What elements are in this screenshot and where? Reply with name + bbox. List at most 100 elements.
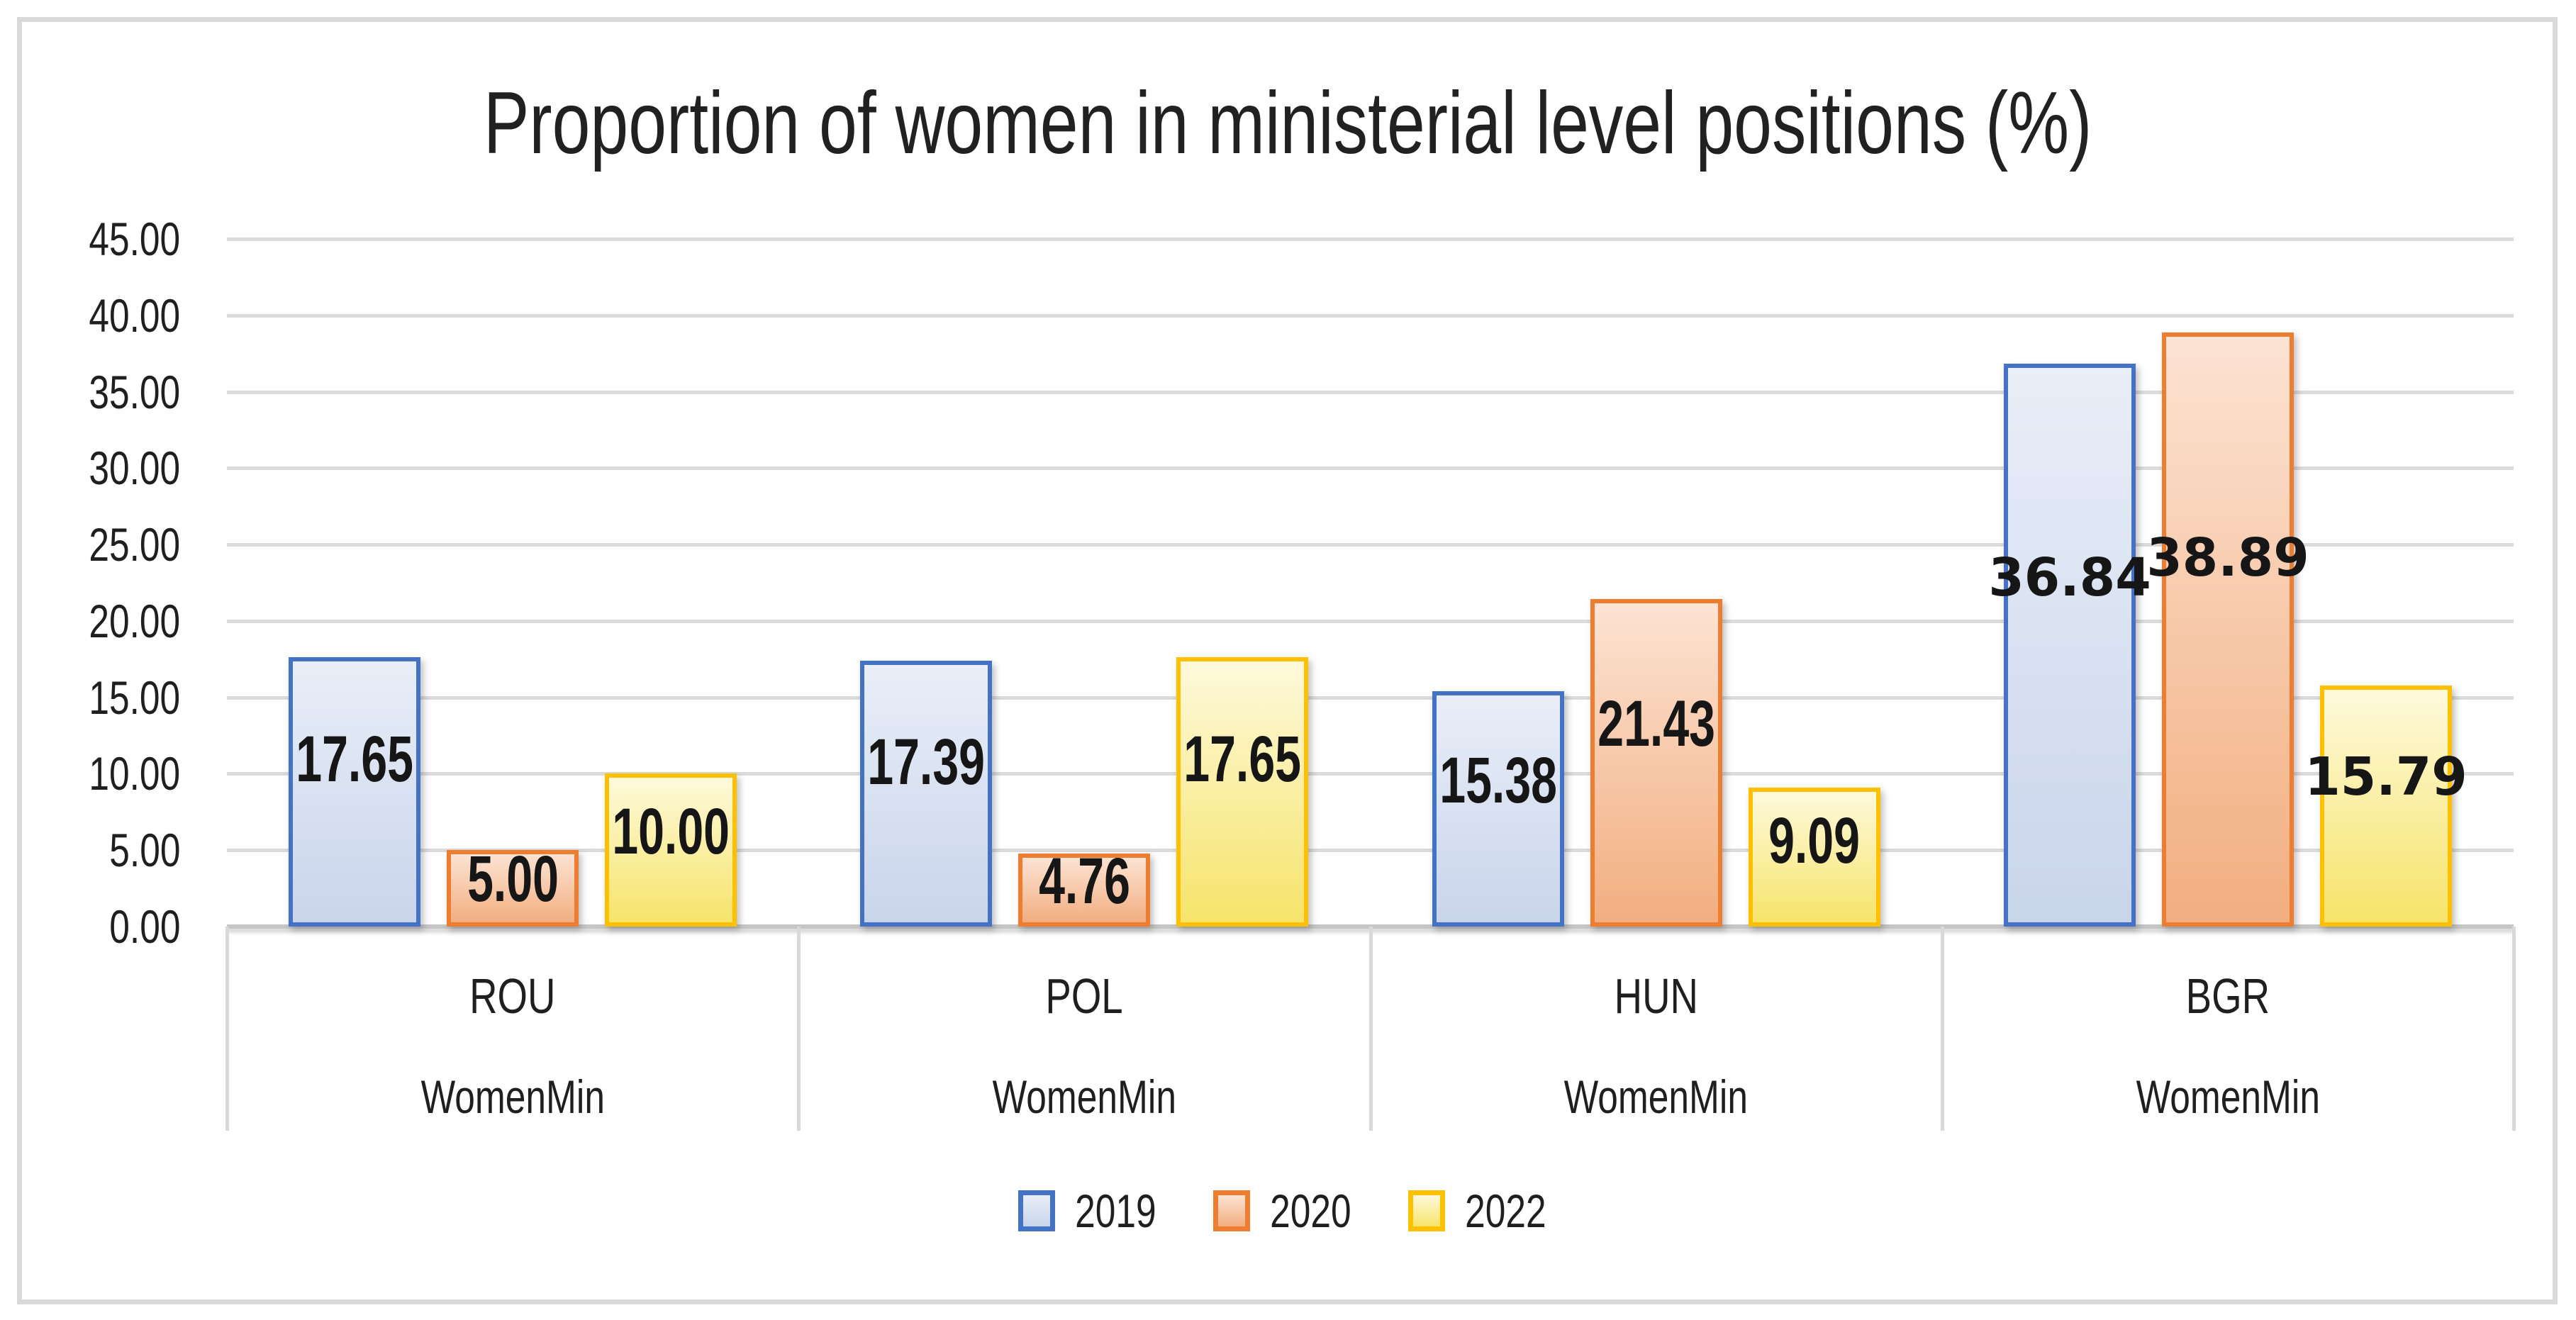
y-tick-label: 30.00 bbox=[0, 444, 180, 491]
y-gridline bbox=[227, 237, 2514, 241]
y-tick-label-text: 35.00 bbox=[89, 365, 180, 418]
bar-data-label-text: 38.89 bbox=[2146, 527, 2309, 589]
y-tick-label: 15.00 bbox=[0, 674, 180, 721]
bar-data-label-text: 17.39 bbox=[867, 725, 986, 798]
y-tick-label: 10.00 bbox=[0, 750, 180, 797]
y-tick-label: 5.00 bbox=[0, 827, 180, 873]
y-tick-label-text: 5.00 bbox=[108, 824, 180, 877]
y-tick-label-text: 20.00 bbox=[89, 594, 180, 647]
category-label-ROU: ROU bbox=[227, 971, 798, 1021]
y-tick-label-text: 45.00 bbox=[89, 213, 180, 265]
category-sublabel-ROU: WomenMin bbox=[227, 1073, 798, 1120]
bar-data-label: 15.79 bbox=[2258, 751, 2514, 803]
bar-data-label: 10.00 bbox=[543, 799, 798, 864]
category-label-POL: POL bbox=[798, 971, 1370, 1021]
bar-data-label: 15.38 bbox=[1371, 748, 1626, 813]
bar-data-label-text: 10.00 bbox=[612, 795, 730, 868]
legend-key-2022 bbox=[1407, 1190, 1445, 1231]
bar-2020-POL bbox=[1018, 854, 1151, 927]
bar-data-label-text: 15.38 bbox=[1439, 744, 1557, 817]
y-tick-label-text: 30.00 bbox=[89, 442, 180, 495]
category-label-BGR: BGR bbox=[1942, 971, 2514, 1021]
y-tick-label: 35.00 bbox=[0, 369, 180, 415]
category-label-ROU-text: ROU bbox=[469, 968, 556, 1024]
y-gridline bbox=[227, 466, 2514, 471]
y-gridline bbox=[227, 390, 2514, 394]
category-sublabel-HUN: WomenMin bbox=[1371, 1073, 1942, 1120]
legend-label-2022: 2022 bbox=[1454, 1187, 1558, 1234]
y-gridline bbox=[227, 313, 2514, 318]
bar-2019-BGR bbox=[2003, 363, 2136, 927]
legend-label-text: 2019 bbox=[1075, 1185, 1156, 1237]
category-sublabel-POL: WomenMin bbox=[798, 1073, 1370, 1120]
legend-item-2022: 2022 bbox=[1407, 1187, 1558, 1234]
category-divider bbox=[225, 927, 229, 1131]
legend-label-text: 2020 bbox=[1270, 1185, 1351, 1237]
legend-item-2019: 2019 bbox=[1018, 1187, 1168, 1234]
legend: 2019 2020 2022 bbox=[0, 1182, 2576, 1239]
bar-2020-ROU bbox=[447, 850, 579, 927]
bar-2019-ROU bbox=[289, 656, 421, 927]
y-tick-label-text: 0.00 bbox=[108, 900, 180, 953]
legend-label-text: 2022 bbox=[1465, 1185, 1546, 1237]
category-divider bbox=[2512, 927, 2516, 1131]
category-divider bbox=[797, 927, 801, 1131]
bar-data-label: 21.43 bbox=[1529, 691, 1784, 756]
bar-2022-BGR bbox=[2319, 685, 2452, 927]
y-tick-label: 0.00 bbox=[0, 903, 180, 950]
chart-title-text: Proportion of women in ministerial level… bbox=[484, 74, 2092, 172]
y-tick-label-text: 40.00 bbox=[89, 289, 180, 342]
chart-outer-frame bbox=[17, 17, 2558, 1304]
category-sublabel-HUN-text: WomenMin bbox=[1563, 1070, 1749, 1123]
bar-data-label: 17.65 bbox=[1115, 727, 1370, 792]
y-tick-label-text: 25.00 bbox=[89, 518, 180, 571]
category-divider bbox=[1368, 927, 1373, 1131]
y-gridline bbox=[227, 772, 2514, 776]
bar-data-label-text: 36.84 bbox=[1988, 547, 2151, 608]
category-label-POL-text: POL bbox=[1045, 968, 1123, 1024]
bar-2019-HUN bbox=[1432, 691, 1564, 927]
bar-data-label-text: 5.00 bbox=[467, 843, 559, 916]
category-divider bbox=[1940, 927, 1944, 1131]
bar-data-label-text: 4.76 bbox=[1038, 845, 1130, 918]
bar-2020-HUN bbox=[1590, 599, 1722, 927]
category-label-HUN-text: HUN bbox=[1614, 968, 1698, 1024]
bar-data-label-text: 21.43 bbox=[1597, 687, 1715, 760]
bar-2020-BGR bbox=[2161, 332, 2294, 927]
legend-key-2020 bbox=[1213, 1190, 1251, 1231]
bar-data-label-text: 17.65 bbox=[296, 723, 414, 796]
bar-data-label: 5.00 bbox=[385, 846, 640, 912]
legend-item-2020: 2020 bbox=[1213, 1187, 1363, 1234]
bar-data-label: 4.76 bbox=[957, 849, 1212, 914]
bar-2019-POL bbox=[860, 661, 993, 927]
y-tick-label: 45.00 bbox=[0, 216, 180, 262]
legend-key-2019 bbox=[1018, 1190, 1056, 1231]
category-sublabel-POL-text: WomenMin bbox=[992, 1070, 1177, 1123]
bar-data-label: 17.39 bbox=[798, 729, 1054, 795]
bar-data-label: 38.89 bbox=[2100, 532, 2355, 584]
bar-data-label-text: 9.09 bbox=[1768, 804, 1861, 877]
bar-2022-HUN bbox=[1748, 788, 1880, 927]
y-gridline bbox=[227, 695, 2514, 700]
category-sublabel-ROU-text: WomenMin bbox=[420, 1070, 605, 1123]
bar-data-label-text: 15.79 bbox=[2304, 746, 2468, 807]
bar-data-label: 17.65 bbox=[227, 727, 482, 792]
legend-label-2020: 2020 bbox=[1259, 1187, 1363, 1234]
bar-data-label-text: 17.65 bbox=[1183, 723, 1302, 796]
category-sublabel-BGR-text: WomenMin bbox=[2136, 1070, 2320, 1123]
category-sublabel-BGR: WomenMin bbox=[1942, 1073, 2514, 1120]
y-gridline bbox=[227, 543, 2514, 547]
y-gridline bbox=[227, 619, 2514, 623]
bar-data-label: 36.84 bbox=[1942, 552, 2197, 604]
bar-data-label: 9.09 bbox=[1687, 808, 1942, 873]
y-tick-label-text: 10.00 bbox=[89, 747, 180, 800]
bar-2022-POL bbox=[1176, 656, 1309, 927]
y-tick-label: 20.00 bbox=[0, 598, 180, 644]
y-tick-label-text: 15.00 bbox=[89, 671, 180, 724]
y-gridline bbox=[227, 849, 2514, 853]
category-label-HUN: HUN bbox=[1371, 971, 1942, 1021]
category-label-BGR-text: BGR bbox=[2185, 968, 2270, 1024]
bar-2022-ROU bbox=[605, 773, 737, 927]
legend-label-2019: 2019 bbox=[1064, 1187, 1168, 1234]
